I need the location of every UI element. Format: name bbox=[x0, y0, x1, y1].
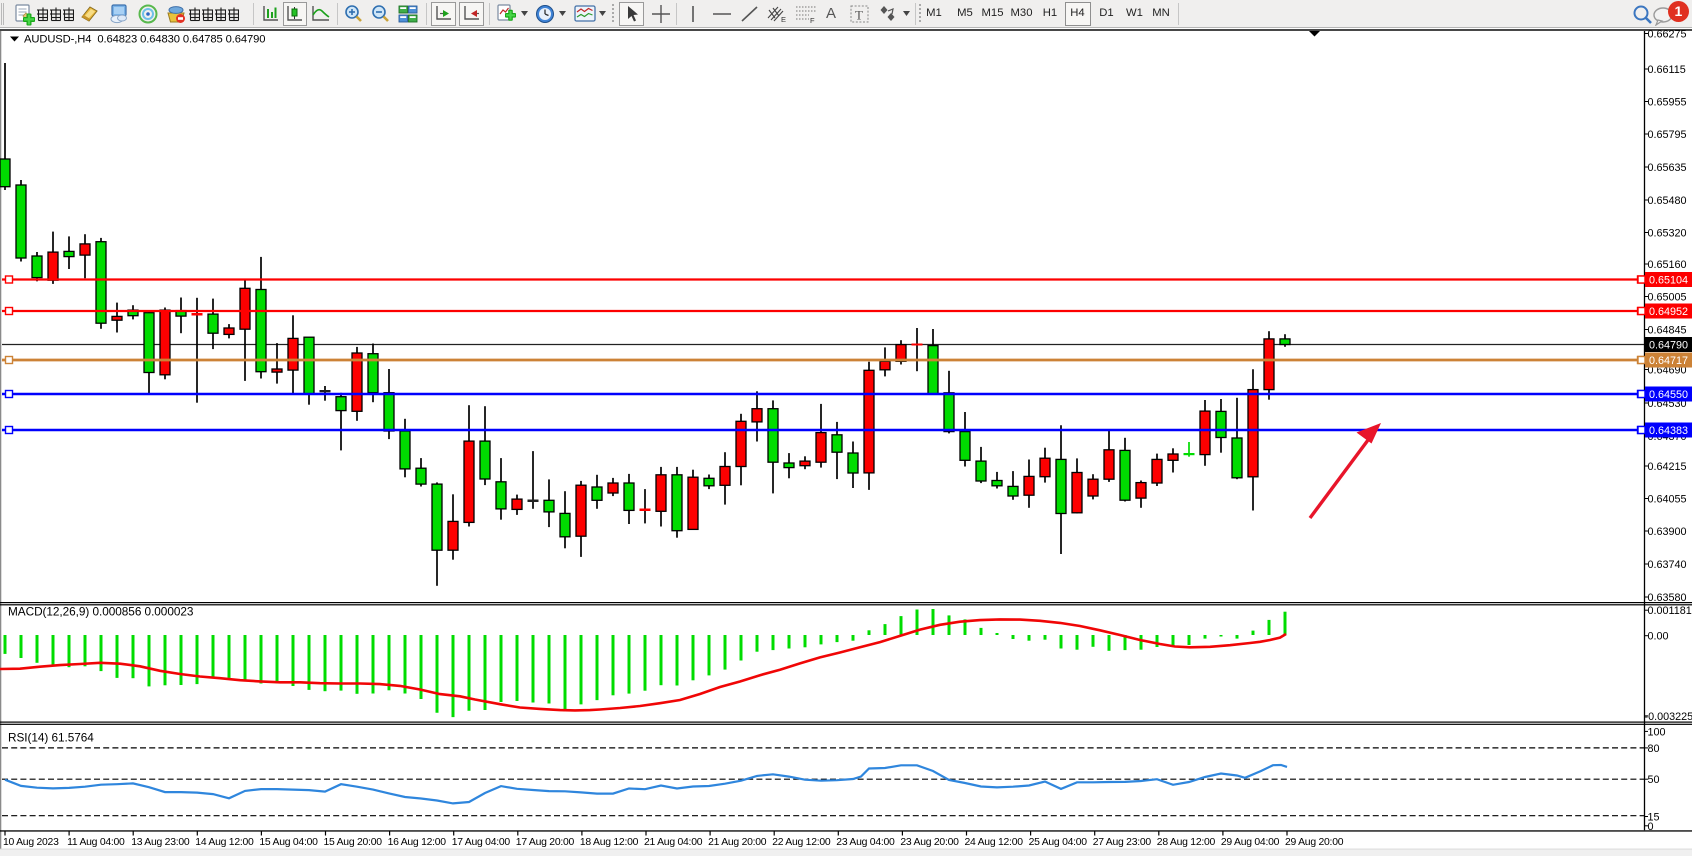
svg-text:21 Aug 04:00: 21 Aug 04:00 bbox=[644, 837, 703, 848]
svg-text:15: 15 bbox=[1648, 812, 1660, 824]
svg-text:17 Aug 20:00: 17 Aug 20:00 bbox=[516, 837, 575, 848]
svg-text:11 Aug 04:00: 11 Aug 04:00 bbox=[67, 837, 125, 848]
svg-text:0.64952: 0.64952 bbox=[1649, 306, 1688, 318]
svg-text:10 Aug 2023: 10 Aug 2023 bbox=[3, 837, 59, 848]
svg-text:0.64790: 0.64790 bbox=[1649, 340, 1688, 352]
svg-text:0.63580: 0.63580 bbox=[1648, 592, 1687, 604]
svg-text:17 Aug 04:00: 17 Aug 04:00 bbox=[452, 837, 511, 848]
svg-text:13 Aug 23:00: 13 Aug 23:00 bbox=[131, 837, 190, 848]
svg-text:0.65104: 0.65104 bbox=[1649, 275, 1688, 287]
svg-text:T: T bbox=[855, 8, 863, 23]
svg-text:0.65160: 0.65160 bbox=[1648, 259, 1687, 271]
svg-text:0.63900: 0.63900 bbox=[1648, 526, 1687, 538]
svg-text:24 Aug 12:00: 24 Aug 12:00 bbox=[965, 837, 1024, 848]
svg-text:28 Aug 12:00: 28 Aug 12:00 bbox=[1157, 837, 1216, 848]
svg-text:22 Aug 12:00: 22 Aug 12:00 bbox=[772, 837, 831, 848]
svg-text:0.65005: 0.65005 bbox=[1648, 292, 1687, 304]
svg-text:16 Aug 12:00: 16 Aug 12:00 bbox=[388, 837, 447, 848]
svg-text:MACD(12,26,9) 0.000856 0.00002: MACD(12,26,9) 0.000856 0.000023 bbox=[8, 605, 194, 619]
svg-text:15 Aug 20:00: 15 Aug 20:00 bbox=[324, 837, 383, 848]
svg-text:0.64845: 0.64845 bbox=[1648, 325, 1687, 337]
svg-text:0.64550: 0.64550 bbox=[1649, 389, 1688, 401]
svg-text:0.001181: 0.001181 bbox=[1648, 605, 1692, 617]
svg-text:RSI(14) 61.5764: RSI(14) 61.5764 bbox=[8, 731, 94, 745]
svg-text:0.65320: 0.65320 bbox=[1648, 228, 1687, 240]
svg-text:F: F bbox=[810, 16, 815, 24]
svg-text:0.64055: 0.64055 bbox=[1648, 494, 1687, 506]
svg-text:0.65795: 0.65795 bbox=[1648, 129, 1687, 141]
svg-text:0.65635: 0.65635 bbox=[1648, 162, 1687, 174]
svg-text:25 Aug 04:00: 25 Aug 04:00 bbox=[1029, 837, 1088, 848]
svg-text:0.66275: 0.66275 bbox=[1648, 29, 1687, 41]
svg-text:0.65480: 0.65480 bbox=[1648, 195, 1687, 207]
svg-text:0.64215: 0.64215 bbox=[1648, 461, 1687, 473]
svg-text:0.66115: 0.66115 bbox=[1648, 64, 1686, 76]
svg-text:29 Aug 04:00: 29 Aug 04:00 bbox=[1221, 837, 1280, 848]
svg-text:AUDUSD-,H4 0.64823 0.64830 0.: AUDUSD-,H4 0.64823 0.64830 0.64785 0.647… bbox=[24, 34, 265, 46]
svg-text:15 Aug 04:00: 15 Aug 04:00 bbox=[259, 837, 318, 848]
svg-text:0.64717: 0.64717 bbox=[1649, 355, 1688, 367]
svg-text:50: 50 bbox=[1648, 774, 1660, 786]
svg-text:23 Aug 04:00: 23 Aug 04:00 bbox=[836, 837, 895, 848]
svg-text:21 Aug 20:00: 21 Aug 20:00 bbox=[708, 837, 767, 848]
svg-text:80: 80 bbox=[1648, 743, 1660, 755]
svg-text:14 Aug 12:00: 14 Aug 12:00 bbox=[195, 837, 254, 848]
svg-text:-0.003225: -0.003225 bbox=[1645, 711, 1692, 723]
svg-text:23 Aug 20:00: 23 Aug 20:00 bbox=[900, 837, 959, 848]
svg-text:0.65955: 0.65955 bbox=[1648, 97, 1687, 109]
svg-text:27 Aug 23:00: 27 Aug 23:00 bbox=[1093, 837, 1152, 848]
svg-text:E: E bbox=[781, 15, 786, 24]
svg-text:0.63740: 0.63740 bbox=[1648, 559, 1687, 571]
svg-text:100: 100 bbox=[1648, 726, 1666, 738]
svg-text:0: 0 bbox=[1648, 821, 1654, 833]
svg-text:0.64383: 0.64383 bbox=[1649, 425, 1688, 437]
svg-text:18 Aug 12:00: 18 Aug 12:00 bbox=[580, 837, 639, 848]
svg-text:0.00: 0.00 bbox=[1648, 631, 1669, 643]
svg-text:29 Aug 20:00: 29 Aug 20:00 bbox=[1285, 837, 1344, 848]
